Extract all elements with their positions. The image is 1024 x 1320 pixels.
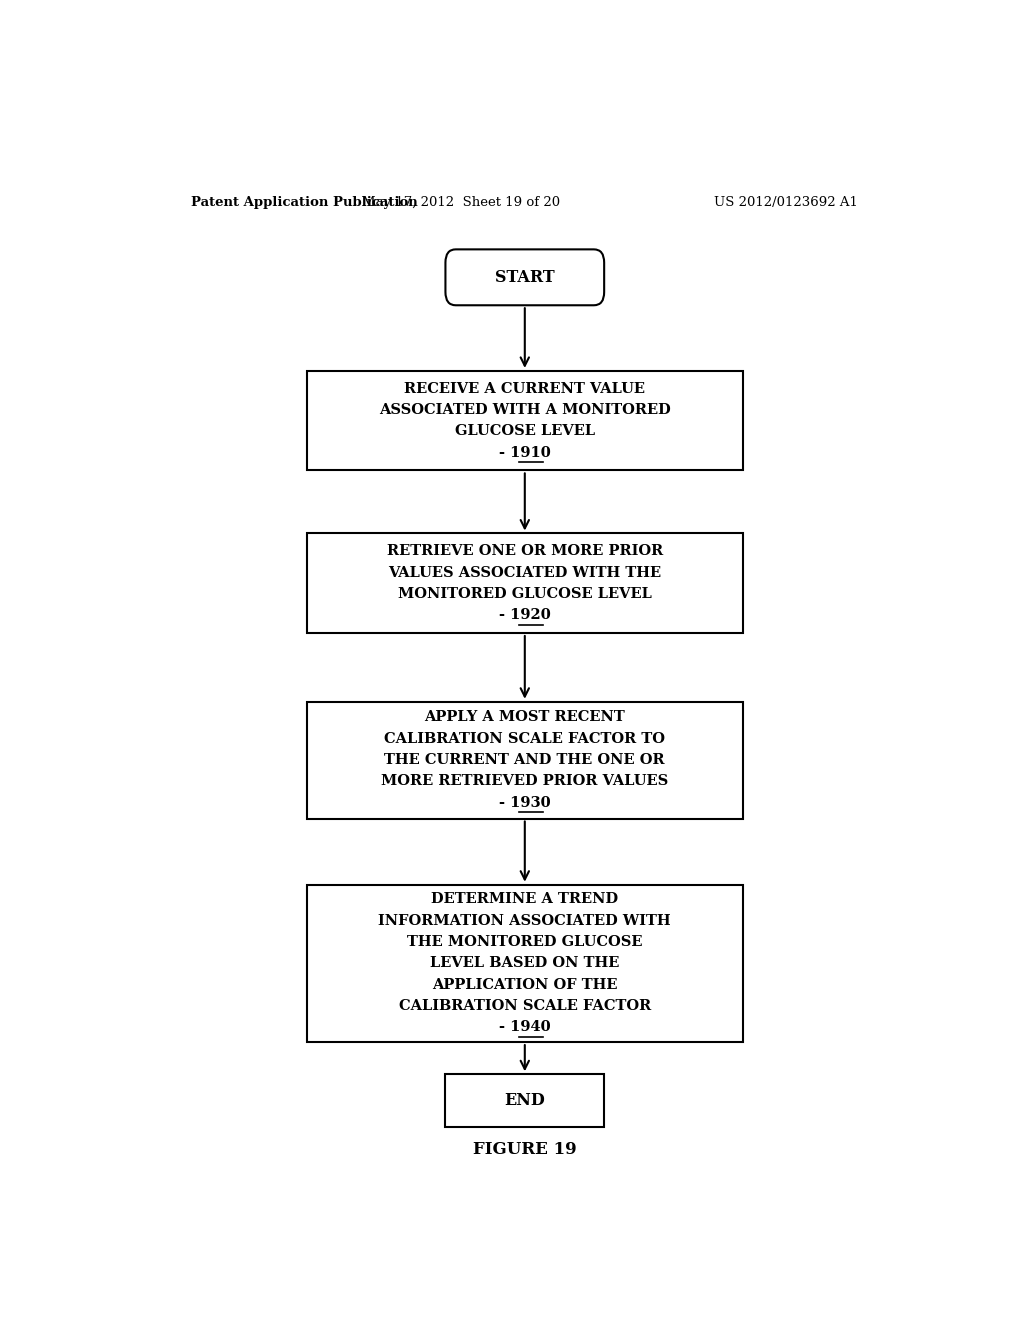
Text: START: START	[495, 269, 555, 286]
Text: MONITORED GLUCOSE LEVEL: MONITORED GLUCOSE LEVEL	[398, 587, 651, 601]
Text: RECEIVE A CURRENT VALUE: RECEIVE A CURRENT VALUE	[404, 381, 645, 396]
Text: APPLY A MOST RECENT: APPLY A MOST RECENT	[424, 710, 626, 725]
Text: ASSOCIATED WITH A MONITORED: ASSOCIATED WITH A MONITORED	[379, 403, 671, 417]
Text: THE CURRENT AND THE ONE OR: THE CURRENT AND THE ONE OR	[384, 754, 666, 767]
Text: DETERMINE A TREND: DETERMINE A TREND	[431, 892, 618, 907]
Bar	[306, 533, 743, 634]
Text: - 1930: - 1930	[499, 796, 551, 809]
Text: CALIBRATION SCALE FACTOR TO: CALIBRATION SCALE FACTOR TO	[384, 731, 666, 746]
Text: END: END	[505, 1092, 545, 1109]
Text: LEVEL BASED ON THE: LEVEL BASED ON THE	[430, 957, 620, 970]
Bar	[445, 1074, 604, 1127]
Text: - 1920: - 1920	[499, 609, 551, 622]
Text: CALIBRATION SCALE FACTOR: CALIBRATION SCALE FACTOR	[398, 999, 651, 1012]
Text: GLUCOSE LEVEL: GLUCOSE LEVEL	[455, 424, 595, 438]
Text: INFORMATION ASSOCIATED WITH: INFORMATION ASSOCIATED WITH	[379, 913, 671, 928]
Text: FIGURE 19: FIGURE 19	[473, 1140, 577, 1158]
Text: APPLICATION OF THE: APPLICATION OF THE	[432, 978, 617, 991]
Text: US 2012/0123692 A1: US 2012/0123692 A1	[714, 195, 858, 209]
FancyBboxPatch shape	[445, 249, 604, 305]
Bar	[306, 884, 743, 1043]
Text: Patent Application Publication: Patent Application Publication	[191, 195, 418, 209]
Text: May 17, 2012  Sheet 19 of 20: May 17, 2012 Sheet 19 of 20	[362, 195, 560, 209]
Text: - 1910: - 1910	[499, 446, 551, 459]
Bar	[306, 371, 743, 470]
Text: VALUES ASSOCIATED WITH THE: VALUES ASSOCIATED WITH THE	[388, 565, 662, 579]
Text: MORE RETRIEVED PRIOR VALUES: MORE RETRIEVED PRIOR VALUES	[381, 775, 669, 788]
Bar	[306, 702, 743, 818]
Text: RETRIEVE ONE OR MORE PRIOR: RETRIEVE ONE OR MORE PRIOR	[387, 544, 663, 558]
Text: - 1940: - 1940	[499, 1020, 551, 1035]
Text: THE MONITORED GLUCOSE: THE MONITORED GLUCOSE	[408, 935, 642, 949]
